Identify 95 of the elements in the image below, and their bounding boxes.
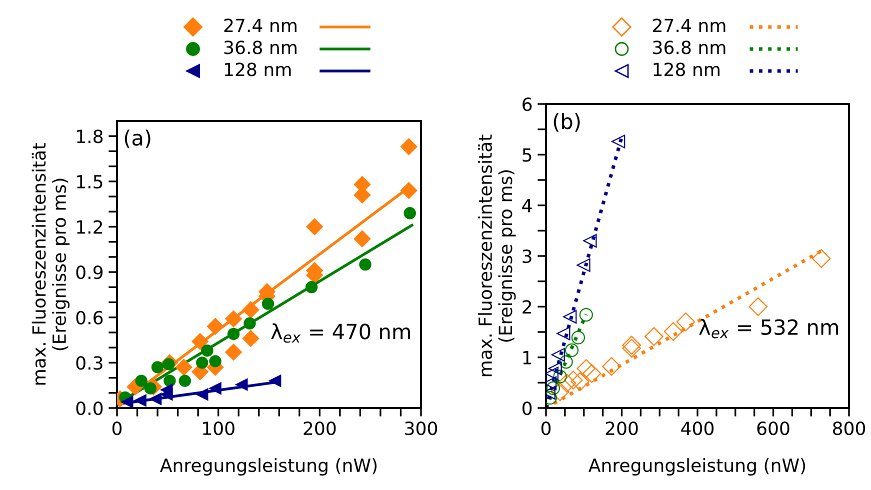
y-tick-label: 1.2 — [77, 220, 102, 234]
y-tick-label: 2 — [522, 300, 531, 314]
point — [548, 362, 562, 376]
y-tick-label: 3 — [522, 249, 532, 264]
point — [354, 230, 371, 248]
point — [201, 344, 214, 357]
x-tick-label: 800 — [832, 422, 866, 436]
point — [644, 327, 664, 346]
point — [557, 374, 576, 393]
point — [306, 218, 324, 236]
point — [236, 378, 248, 391]
point — [305, 281, 318, 294]
point — [164, 374, 176, 387]
point — [178, 374, 192, 387]
point — [546, 366, 558, 380]
point — [227, 328, 240, 340]
point — [812, 249, 831, 268]
point — [612, 134, 626, 148]
point — [196, 356, 208, 369]
point — [582, 364, 602, 383]
y-tick-label: 1.8 — [77, 130, 103, 144]
x-tick-label: 600 — [757, 422, 790, 436]
legend-label: 128 nm — [224, 62, 291, 76]
x-tick-label: 200 — [606, 422, 638, 436]
x-tick-label: 300 — [405, 422, 438, 436]
legend-label: 36.8 nm — [224, 40, 296, 54]
y-tick-label: 0.6 — [76, 310, 103, 324]
y-tick-label: 0 — [522, 401, 532, 416]
y-axis-title: max. Fluoreszenzintensität (Ereignisse pro ms) — [478, 134, 516, 376]
point — [359, 258, 372, 271]
x-axis-title: Anregungsleistung (nW) — [588, 458, 806, 476]
point — [559, 355, 573, 369]
point — [225, 310, 242, 328]
point — [149, 392, 162, 406]
point — [268, 374, 282, 387]
y-tick-label: 6 — [522, 97, 532, 112]
point — [206, 318, 224, 335]
y-tick-label: 4 — [522, 199, 532, 212]
point — [262, 298, 274, 310]
y-tick-label: 1 — [523, 351, 532, 364]
point — [622, 338, 641, 358]
legend-label: 27.4 nm — [224, 18, 296, 32]
x-tick-label: 0 — [112, 422, 122, 436]
point — [400, 138, 418, 156]
x-tick-label: 0 — [541, 422, 551, 436]
y-axis-title: max. Fluoreszenzintensität (Ereignisse pro ms) — [32, 143, 70, 385]
point — [676, 312, 696, 332]
point — [160, 384, 173, 396]
point — [571, 330, 585, 344]
point — [192, 333, 209, 350]
y-tick-label: 5 — [522, 148, 532, 162]
point — [134, 394, 146, 407]
annotation: λ$_{ex}$ = 470 nm — [271, 323, 410, 343]
point — [602, 357, 621, 376]
point — [576, 359, 596, 378]
point — [209, 382, 222, 394]
point — [242, 330, 260, 347]
point — [196, 388, 208, 401]
y-tick-label: 1.5 — [77, 175, 102, 189]
point — [564, 343, 579, 358]
point — [144, 382, 157, 394]
point — [225, 344, 242, 361]
point — [748, 297, 768, 316]
point — [400, 182, 418, 199]
legend-label: 27.4 nm — [653, 18, 726, 32]
point — [551, 348, 565, 362]
point — [564, 370, 583, 390]
point — [151, 361, 164, 374]
x-tick-label: 200 — [304, 422, 336, 436]
point — [244, 317, 256, 330]
point — [622, 336, 641, 355]
point — [175, 358, 192, 376]
x-tick-label: 100 — [203, 422, 234, 436]
annotation: (a) — [124, 130, 150, 148]
legend-label: 36.8 nm — [653, 40, 726, 54]
point — [583, 234, 597, 248]
point — [550, 382, 570, 402]
point — [563, 310, 577, 324]
point — [242, 301, 260, 318]
point — [570, 372, 590, 392]
point — [121, 396, 134, 408]
annotation: λ$_{ex}$ = 532 nm — [699, 318, 838, 338]
y-tick-label: 0.9 — [76, 266, 103, 280]
annotation: (b) — [554, 113, 580, 132]
y-tick-label: 0.3 — [76, 356, 102, 370]
legend-label: 128 nm — [654, 62, 720, 76]
x-axis-title: Anregungsleistung (nW) — [160, 458, 377, 476]
point — [576, 258, 590, 272]
point — [664, 322, 683, 341]
x-tick-label: 400 — [681, 422, 714, 436]
point — [579, 308, 593, 322]
y-tick-label: 0.0 — [76, 401, 103, 416]
point — [209, 355, 222, 368]
point — [404, 207, 416, 220]
point — [556, 326, 570, 340]
